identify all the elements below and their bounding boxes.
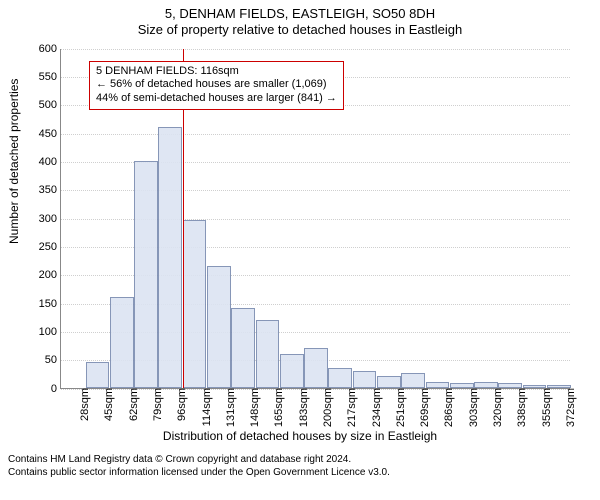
bar xyxy=(450,383,474,388)
callout-line-1: 5 DENHAM FIELDS: 116sqm xyxy=(96,65,337,79)
y-tick-label: 100 xyxy=(39,326,61,338)
y-axis-title: Number of detached properties xyxy=(7,78,21,243)
x-tick-label: 96sqm xyxy=(174,388,188,421)
x-tick-label: 183sqm xyxy=(296,388,310,427)
footer: Contains HM Land Registry data © Crown c… xyxy=(0,449,600,479)
x-axis-title: Distribution of detached houses by size … xyxy=(0,429,600,443)
bar xyxy=(353,371,377,388)
y-tick-label: 200 xyxy=(39,269,61,281)
gridline xyxy=(61,134,570,135)
bar xyxy=(86,362,110,388)
bar xyxy=(207,266,231,388)
x-tick-label: 286sqm xyxy=(441,388,455,427)
x-tick-label: 217sqm xyxy=(344,388,358,427)
x-tick-label: 320sqm xyxy=(490,388,504,427)
chart: Number of detached properties 0501001502… xyxy=(0,39,600,449)
bar xyxy=(304,348,328,388)
x-tick-label: 234sqm xyxy=(369,388,383,427)
x-tick-label: 200sqm xyxy=(320,388,334,427)
bar xyxy=(426,382,450,388)
x-tick-label: 28sqm xyxy=(77,388,91,421)
x-tick-label: 114sqm xyxy=(199,388,213,426)
y-tick-label: 500 xyxy=(39,99,61,111)
bar xyxy=(498,383,522,388)
x-tick-label: 355sqm xyxy=(539,388,553,427)
bar xyxy=(183,220,207,387)
bar xyxy=(134,161,158,388)
y-tick-label: 300 xyxy=(39,213,61,225)
x-tick-label: 338sqm xyxy=(514,388,528,427)
y-tick-label: 0 xyxy=(51,383,61,395)
y-tick-label: 350 xyxy=(39,184,61,196)
x-tick-label: 372sqm xyxy=(563,388,577,427)
header-address: 5, DENHAM FIELDS, EASTLEIGH, SO50 8DH xyxy=(0,6,600,22)
y-tick-label: 550 xyxy=(39,71,61,83)
bar xyxy=(328,368,352,388)
x-tick-label: 269sqm xyxy=(417,388,431,427)
x-tick-label: 79sqm xyxy=(150,388,164,421)
x-tick-label: 148sqm xyxy=(247,388,261,427)
bar xyxy=(474,382,498,388)
footer-line-1: Contains HM Land Registry data © Crown c… xyxy=(8,453,592,466)
y-tick-label: 50 xyxy=(45,354,61,366)
footer-line-2: Contains public sector information licen… xyxy=(8,466,592,479)
y-tick-label: 600 xyxy=(39,43,61,55)
chart-header: 5, DENHAM FIELDS, EASTLEIGH, SO50 8DH Si… xyxy=(0,0,600,39)
plot-area: 05010015020025030035040045050055060028sq… xyxy=(60,49,570,389)
y-tick-label: 250 xyxy=(39,241,61,253)
x-tick-label: 62sqm xyxy=(126,388,140,421)
bar xyxy=(110,297,134,388)
callout-line-3: 44% of semi-detached houses are larger (… xyxy=(96,92,337,106)
bar xyxy=(158,127,182,388)
bar xyxy=(377,376,401,387)
x-tick-label: 131sqm xyxy=(223,388,237,427)
bar xyxy=(401,373,425,387)
x-tick-label: 251sqm xyxy=(393,388,407,427)
y-tick-label: 400 xyxy=(39,156,61,168)
x-tick-label: 303sqm xyxy=(466,388,480,427)
bar xyxy=(256,320,280,388)
gridline xyxy=(61,49,570,50)
x-tick-label: 165sqm xyxy=(271,388,285,427)
bar xyxy=(231,308,255,387)
bar xyxy=(280,354,304,388)
header-subtitle: Size of property relative to detached ho… xyxy=(0,22,600,38)
callout-box: 5 DENHAM FIELDS: 116sqm ← 56% of detache… xyxy=(89,61,344,110)
x-tick-label: 45sqm xyxy=(101,388,115,421)
callout-line-2: ← 56% of detached houses are smaller (1,… xyxy=(96,78,337,92)
y-tick-label: 150 xyxy=(39,298,61,310)
y-tick-label: 450 xyxy=(39,128,61,140)
